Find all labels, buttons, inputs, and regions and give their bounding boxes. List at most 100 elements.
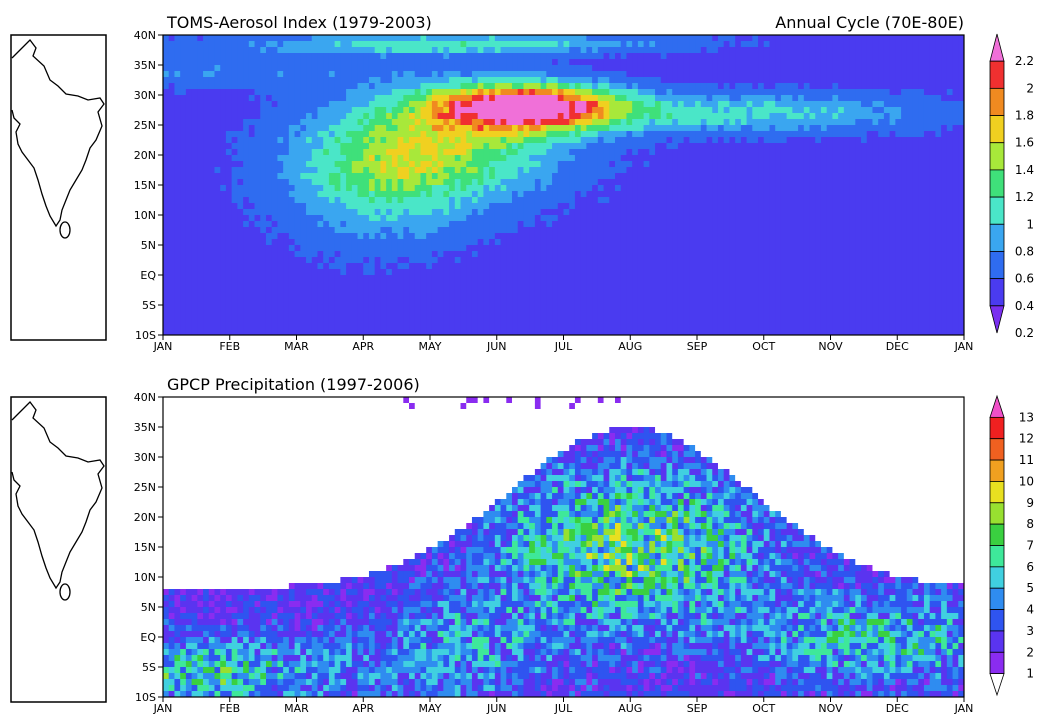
- heatmap-cell: [546, 65, 553, 72]
- heatmap-cell: [540, 245, 547, 252]
- heatmap-cell: [254, 65, 261, 72]
- heatmap-cell: [512, 233, 519, 240]
- heatmap-cell: [328, 155, 336, 162]
- heatmap-cell: [614, 203, 622, 210]
- heatmap-cell: [197, 119, 204, 126]
- heatmap-cell: [449, 155, 456, 162]
- heatmap-cell: [872, 215, 879, 222]
- heatmap-cell: [603, 131, 610, 138]
- heatmap-cell: [689, 35, 696, 42]
- heatmap-cell: [780, 197, 788, 204]
- heatmap-cell: [454, 125, 462, 132]
- heatmap-cell: [677, 221, 685, 228]
- heatmap-cell: [483, 227, 490, 234]
- heatmap-cell: [580, 143, 587, 150]
- heatmap-cell: [729, 149, 736, 156]
- heatmap-cell: [351, 245, 359, 252]
- heatmap-cell: [792, 173, 799, 180]
- heatmap-cell: [700, 107, 708, 114]
- heatmap-cell: [849, 197, 856, 204]
- heatmap-cell: [203, 143, 210, 150]
- heatmap-cell: [649, 203, 656, 210]
- heatmap-cell: [906, 65, 914, 72]
- heatmap-cell: [918, 215, 925, 222]
- heatmap-cell: [397, 113, 404, 120]
- heatmap-cell: [889, 131, 896, 138]
- heatmap-cell: [689, 155, 696, 162]
- heatmap-cell: [941, 179, 948, 186]
- heatmap-cell: [901, 143, 908, 150]
- heatmap-cell: [477, 35, 484, 42]
- heatmap-cell: [311, 35, 319, 42]
- heatmap-cell: [666, 59, 673, 66]
- heatmap-cell: [420, 239, 427, 246]
- heatmap-cell: [409, 101, 416, 108]
- heatmap-cell: [185, 107, 193, 114]
- heatmap-cell: [637, 245, 645, 252]
- heatmap-cell: [723, 179, 731, 186]
- heatmap-cell: [843, 179, 851, 186]
- heatmap-cell: [294, 227, 301, 234]
- heatmap-cell: [443, 77, 450, 84]
- heatmap-cell: [918, 191, 925, 198]
- heatmap-cell: [706, 59, 713, 66]
- heatmap-cell: [311, 119, 319, 126]
- heatmap-cell: [832, 179, 839, 186]
- heatmap-cell: [786, 203, 793, 210]
- heatmap-cell: [306, 59, 313, 66]
- heatmap-cell: [626, 239, 633, 246]
- heatmap-cell: [592, 95, 599, 102]
- heatmap-cell: [946, 83, 954, 90]
- heatmap-cell: [815, 107, 822, 114]
- heatmap-cell: [185, 161, 193, 168]
- heatmap-cell: [523, 233, 530, 240]
- heatmap-cell: [855, 161, 862, 168]
- heatmap-cell: [958, 119, 964, 126]
- heatmap-cell: [397, 233, 404, 240]
- heatmap-cell: [552, 197, 559, 204]
- heatmap-cell: [941, 131, 948, 138]
- heatmap-cell: [265, 143, 273, 150]
- heatmap-cell: [746, 131, 753, 138]
- heatmap-cell: [231, 179, 238, 186]
- heatmap-cell: [317, 35, 324, 42]
- heatmap-cell: [363, 113, 370, 120]
- heatmap-cell: [288, 41, 296, 48]
- heatmap-cell: [609, 197, 616, 204]
- heatmap-cell: [208, 59, 216, 66]
- heatmap-cell: [574, 173, 582, 180]
- heatmap-cell: [185, 83, 193, 90]
- heatmap-cell: [786, 191, 793, 198]
- heatmap-cell: [317, 233, 324, 240]
- heatmap-cell: [883, 59, 891, 66]
- heatmap-cell: [512, 41, 519, 48]
- heatmap-cell: [637, 209, 645, 216]
- heatmap-cell: [792, 209, 799, 216]
- heatmap-cell: [500, 233, 507, 240]
- heatmap-cell: [769, 227, 776, 234]
- heatmap-cell: [512, 215, 519, 222]
- heatmap-cell: [769, 155, 776, 162]
- heatmap-cell: [798, 203, 805, 210]
- heatmap-cell: [500, 107, 507, 114]
- heatmap-cell: [357, 215, 364, 222]
- heatmap-cell: [861, 227, 868, 234]
- heatmap-cell: [237, 191, 244, 198]
- heatmap-cell: [506, 137, 513, 144]
- heatmap-cell: [214, 173, 221, 180]
- heatmap-cell: [843, 149, 851, 156]
- heatmap-cell: [300, 77, 307, 84]
- heatmap-cell: [912, 53, 919, 60]
- heatmap-cell: [197, 65, 204, 72]
- heatmap-cell: [695, 41, 702, 48]
- heatmap-cell: [746, 83, 753, 90]
- heatmap-cell: [449, 221, 456, 228]
- heatmap-cell: [643, 71, 650, 78]
- heatmap-cell: [483, 233, 490, 240]
- heatmap-cell: [489, 161, 496, 168]
- heatmap-cell: [174, 167, 181, 174]
- heatmap-cell: [780, 209, 788, 216]
- heatmap-cell: [225, 35, 233, 42]
- heatmap-cell: [243, 137, 250, 144]
- heatmap-cell: [775, 71, 782, 78]
